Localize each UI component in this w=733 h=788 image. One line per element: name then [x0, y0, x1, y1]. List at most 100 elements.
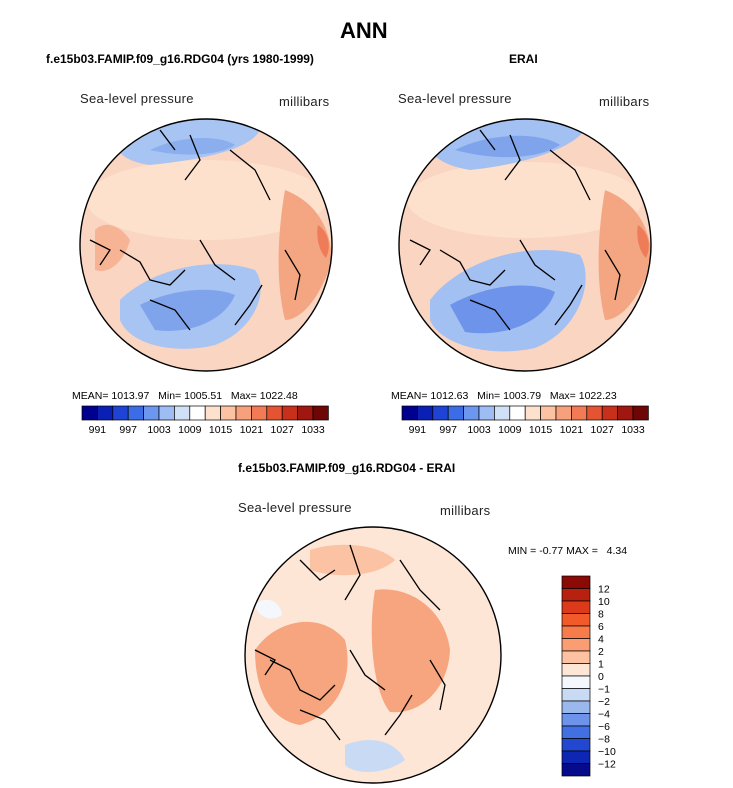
panel3-colorbar-tick-label: −4 — [598, 709, 610, 721]
panel1-colorbar-tick-label: 1003 — [147, 424, 171, 436]
panel3-colorbar-box-9 — [561, 688, 591, 702]
panel3-colorbar-tick-label: −12 — [598, 759, 616, 771]
main-title: ANN — [340, 18, 388, 43]
panel2-colorbar-box-10 — [555, 405, 572, 421]
panel2-stats: MEAN= 1012.63 Min= 1003.79 Max= 1022.23 — [391, 390, 617, 402]
panel3-colorbar-tick-label: 0 — [598, 671, 604, 683]
panel2-title: ERAI — [509, 52, 538, 66]
panel1-colorbar-box-10 — [235, 405, 252, 421]
panel3-colorbar-box-8 — [561, 675, 591, 689]
panel3-colorbar-box-0 — [561, 575, 591, 589]
panel1-high-siberia — [278, 190, 332, 320]
panel2-colorbar-tick-label: 991 — [409, 424, 427, 436]
panel3-colorbar-box-1 — [561, 588, 591, 602]
panel2-colorbar-box-12 — [586, 405, 603, 421]
panel3-colorbar-tick-label: −8 — [598, 734, 610, 746]
panel1-colorbar-tick-label: 1021 — [240, 424, 264, 436]
panel2-low-iceland-core — [450, 285, 555, 334]
panel2-colorbar-box-2 — [432, 405, 449, 421]
panel3-coastlines — [254, 544, 446, 741]
panel3-colorbar-box-14 — [561, 750, 591, 764]
panel2-fill-light — [407, 162, 643, 238]
panel2-colorbar-tick-label: 1003 — [467, 424, 491, 436]
panel1-low-pacific-core — [150, 138, 235, 155]
panel3-colorbar-box-3 — [561, 613, 591, 627]
panel2-colorbar-box-4 — [463, 405, 480, 421]
panel3-high-canada — [255, 621, 348, 725]
panel3-colorbar-tick-label: 8 — [598, 609, 604, 621]
panel2-colorbar-tick-label: 1027 — [591, 424, 615, 436]
panel3-high-siberia — [371, 589, 450, 713]
panel2-colorbar-box-1 — [417, 405, 434, 421]
panel1-colorbar-box-3 — [127, 405, 144, 421]
panel1-fill-light — [86, 160, 326, 240]
panel2-coastlines — [409, 129, 621, 331]
panel3-stats: MIN = -0.77 MAX = 4.34 — [508, 545, 628, 557]
panel2-colorbar-tick-label: 997 — [439, 424, 457, 436]
panel2-colorbar-box-6 — [494, 405, 511, 421]
panel2-colorbar-box-8 — [524, 405, 541, 421]
panel3-colorbar-box-12 — [561, 725, 591, 739]
panel2-map — [398, 118, 652, 372]
panel1-units-label: millibars — [279, 94, 330, 109]
panel2-colorbar-box-3 — [447, 405, 464, 421]
panel1-colorbar-box-2 — [112, 405, 129, 421]
panel3-colorbar-tick-label: −10 — [598, 746, 616, 758]
panel2-colorbar: 991 997 1003 1009 1015 1021 1027 1033 — [401, 405, 649, 436]
panel1-colorbar-tick-label: 991 — [89, 424, 107, 436]
panel2-colorbar-tick-label: 1033 — [621, 424, 645, 436]
panel2-colorbar-box-5 — [478, 405, 495, 421]
panel2-colorbar-box-7 — [509, 405, 526, 421]
panel2-high-siberia — [598, 190, 651, 320]
panel1-map-border — [79, 118, 333, 372]
panel2-high-siberia-core — [637, 225, 649, 258]
panel3-map — [244, 526, 502, 784]
panel2-colorbar-tick-label: 1015 — [529, 424, 553, 436]
panel3-low-atlantic — [345, 740, 405, 772]
panel3-units-label: millibars — [440, 503, 491, 518]
panel1-colorbar-tick-label: 1009 — [178, 424, 202, 436]
panel3-colorbar-tick-label: 2 — [598, 646, 604, 658]
panel1-colorbar-box-9 — [220, 405, 237, 421]
panel1-colorbar-tick-label: 1027 — [271, 424, 295, 436]
panel3-map-border — [244, 526, 502, 784]
panel3-colorbar-box-10 — [561, 700, 591, 714]
panel3-zero-patch — [255, 599, 282, 619]
panel1-colorbar-tick-label: 997 — [119, 424, 137, 436]
panel1-colorbar-box-6 — [174, 405, 191, 421]
panel3-mid-arctic — [310, 544, 395, 576]
panel1-colorbar-box-4 — [143, 405, 160, 421]
panel3-colorbar-box-11 — [561, 713, 591, 727]
panel1-colorbar-box-0 — [81, 405, 98, 421]
panel1-low-iceland-core — [140, 289, 235, 331]
panel2-colorbar-box-0 — [401, 405, 418, 421]
panel3-colorbar-tick-label: −1 — [598, 684, 610, 696]
panel3-title: f.e15b03.FAMIP.f09_g16.RDG04 - ERAI — [238, 461, 456, 475]
panel3-colorbar-tick-label: −6 — [598, 721, 610, 733]
panel3-colorbar-tick-label: 10 — [598, 596, 610, 608]
panel2-colorbar-box-14 — [617, 405, 634, 421]
panel1-colorbar-box-5 — [158, 405, 175, 421]
panel2-map-border — [398, 118, 652, 372]
panel3-colorbar-tick-label: 12 — [598, 584, 610, 596]
panel2-colorbar-box-13 — [601, 405, 618, 421]
panel2-colorbar-tick-label: 1009 — [498, 424, 522, 436]
panel3-colorbar-box-13 — [561, 738, 591, 752]
panel1-colorbar-box-14 — [297, 405, 314, 421]
panel3-colorbar-box-4 — [561, 625, 591, 639]
panel1-stats: MEAN= 1013.97 Min= 1005.51 Max= 1022.48 — [72, 390, 298, 402]
panel3-colorbar-box-2 — [561, 600, 591, 614]
panel1-colorbar-box-7 — [189, 405, 206, 421]
panel2-units-label: millibars — [599, 94, 650, 109]
panel1-high-siberia-core — [317, 225, 329, 258]
panel3-colorbar-box-15 — [561, 763, 591, 777]
panel1-title: f.e15b03.FAMIP.f09_g16.RDG04 (yrs 1980-1… — [46, 52, 314, 66]
panel1-colorbar-box-8 — [204, 405, 221, 421]
panel1-colorbar: 991 997 1003 1009 1015 1021 1027 1033 — [81, 405, 329, 436]
panel3-colorbar-tick-label: 1 — [598, 659, 604, 671]
panel1-colorbar-box-1 — [97, 405, 114, 421]
panel2-colorbar-box-9 — [540, 405, 557, 421]
panel3-colorbar-box-6 — [561, 650, 591, 664]
panel3-colorbar-tick-label: 4 — [598, 634, 604, 646]
